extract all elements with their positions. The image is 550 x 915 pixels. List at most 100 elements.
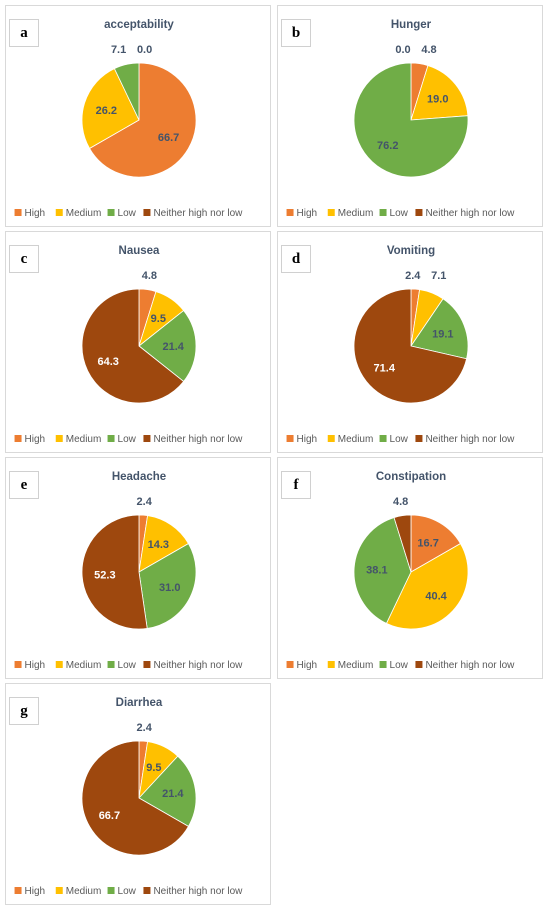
legend-swatch <box>327 435 335 442</box>
pie-chart: Vomiting 19.1 71.4 2.4 7.1 High Medium Low Neith… <box>286 245 515 445</box>
legend-label: Low <box>118 660 137 671</box>
data-label: 26.2 <box>96 105 117 117</box>
legend-swatch <box>14 209 22 216</box>
legend-label: Low <box>390 208 409 219</box>
data-label: 7.1 <box>111 44 126 56</box>
chart-title: Diarrhea <box>116 697 163 709</box>
legend-item: Neither high nor low <box>143 660 243 671</box>
data-label: 52.3 <box>94 569 115 581</box>
legend-swatch <box>107 887 115 894</box>
legend-swatch <box>143 209 151 216</box>
legend-item: Low <box>379 434 409 445</box>
legend-item: Low <box>107 208 137 219</box>
legend-item: Medium <box>55 434 102 445</box>
legend-label: Neither high nor low <box>425 434 515 445</box>
pie-slice <box>393 514 412 573</box>
legend-swatch <box>379 435 387 442</box>
data-label: 64.3 <box>97 356 118 368</box>
legend-item: High <box>14 660 46 671</box>
legend-label: High <box>297 434 318 445</box>
pie-slice <box>138 309 197 383</box>
chart-panel-g: Diarrhea 9.5 21.4 66.7 2.4 High Medium Low Neith… <box>5 683 271 905</box>
chart-title: acceptability <box>104 19 174 31</box>
legend-swatch <box>286 435 294 442</box>
legend-item: High <box>14 208 45 219</box>
data-label: 9.5 <box>146 762 161 774</box>
pie-slice <box>89 62 197 178</box>
legend-swatch <box>415 435 423 442</box>
legend-item: Low <box>107 886 137 897</box>
legend-item: High <box>286 208 317 219</box>
pie-slice <box>353 288 468 404</box>
legend-swatch <box>327 209 335 216</box>
panel-letter: b <box>281 19 311 47</box>
pie-slice <box>81 288 185 404</box>
data-label: 40.4 <box>425 590 447 602</box>
legend-item: High <box>14 886 46 897</box>
legend-item: Neither high nor low <box>143 886 243 897</box>
pie-chart: Headache 14.3 31.0 52.3 2.4 High Medium Low Neit… <box>14 471 243 671</box>
legend-label: High <box>25 660 46 671</box>
legend-item: Neither high nor low <box>415 660 515 671</box>
chart-panel-c: Nausea 9.5 21.4 64.3 4.8 High Medium Low Neither… <box>5 231 271 453</box>
pie-slice <box>138 543 197 629</box>
legend-label: Medium <box>338 208 374 219</box>
data-label: 71.4 <box>374 362 396 374</box>
chart-title: Hunger <box>391 19 432 31</box>
panel-letter: a <box>9 19 39 47</box>
legend-item: Medium <box>327 434 373 445</box>
legend-swatch <box>379 209 387 216</box>
chart-title: Constipation <box>376 471 446 483</box>
data-label: 16.7 <box>417 537 438 549</box>
legend-label: High <box>297 660 318 671</box>
chart-panel-f: Constipation 16.7 40.4 38.1 4.8 High Medium Low… <box>277 457 543 679</box>
data-label: 2.4 <box>405 270 421 282</box>
legend-label: Medium <box>66 660 102 671</box>
data-label: 4.8 <box>393 496 408 508</box>
legend-item: High <box>286 434 318 445</box>
pie-slice <box>410 298 469 360</box>
pie-slice <box>113 62 140 121</box>
legend-swatch <box>14 435 22 442</box>
legend-label: High <box>25 886 46 897</box>
pie-slice <box>81 740 189 856</box>
data-label: 31.0 <box>159 582 180 594</box>
chart-title: Nausea <box>119 245 161 257</box>
pie-slice <box>410 514 461 573</box>
legend-label: Low <box>118 208 137 219</box>
legend-label: Neither high nor low <box>153 886 243 897</box>
legend-swatch <box>143 887 151 894</box>
legend-label: Neither high nor low <box>153 660 243 671</box>
legend-swatch <box>143 435 151 442</box>
legend-label: Neither high nor low <box>153 208 243 219</box>
legend-swatch <box>415 661 423 668</box>
pie-chart: acceptability 66.7 26.2 7.1 0.0 High Medium Low… <box>14 19 243 219</box>
panel-letter: e <box>9 471 39 499</box>
legend-item: Low <box>379 660 409 671</box>
legend-swatch <box>107 209 115 216</box>
pie-chart: Constipation 16.7 40.4 38.1 4.8 High Medium Low… <box>286 471 515 671</box>
legend-label: Low <box>390 660 409 671</box>
data-label: 21.4 <box>162 341 184 353</box>
legend-item: Neither high nor low <box>143 434 243 445</box>
legend-item: Medium <box>327 208 374 219</box>
data-label: 0.0 <box>395 44 410 56</box>
chart-title: Headache <box>112 471 166 483</box>
data-label: 4.8 <box>142 270 157 282</box>
chart-panel-b: Hunger 19.0 76.2 0.0 4.8 High Medium Low Neither… <box>277 5 543 227</box>
pie-slice <box>385 543 469 630</box>
legend-label: Medium <box>66 434 102 445</box>
legend-label: Neither high nor low <box>153 434 243 445</box>
pie-slice <box>138 515 189 573</box>
pie-slice <box>81 514 148 630</box>
legend-swatch <box>286 209 294 216</box>
legend-item: Medium <box>327 660 374 671</box>
legend-label: Low <box>390 434 409 445</box>
data-label: 19.1 <box>432 329 453 341</box>
legend-swatch <box>379 661 387 668</box>
legend-swatch <box>55 661 63 668</box>
legend-swatch <box>14 661 22 668</box>
legend-label: Medium <box>338 660 374 671</box>
legend-swatch <box>55 887 63 894</box>
pie-slice <box>353 517 412 624</box>
